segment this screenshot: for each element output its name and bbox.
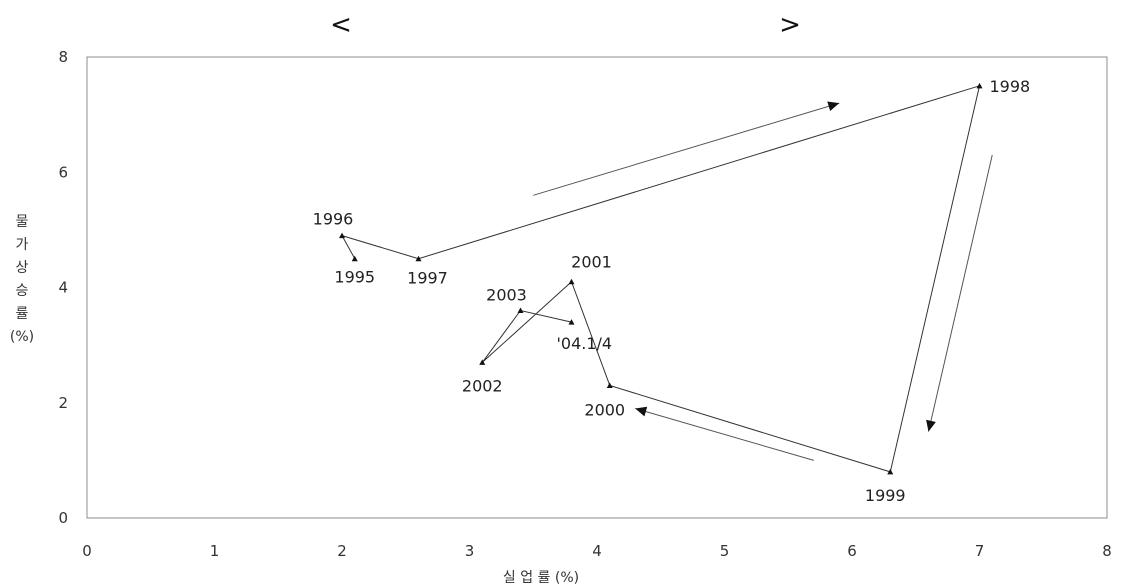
data-point-marker xyxy=(351,255,358,262)
trend-arrow-head xyxy=(827,101,840,112)
data-point-label: '04.1/4 xyxy=(557,334,613,353)
data-markers xyxy=(339,82,983,475)
x-tick-label: 2 xyxy=(337,542,347,560)
y-axis-title-line: 가 xyxy=(16,237,29,253)
data-point-label: 1998 xyxy=(990,77,1031,96)
y-axis-ticks: 0 2 4 6 8 xyxy=(58,48,68,527)
trend-arrow-head xyxy=(635,406,648,417)
data-point-label: 2000 xyxy=(584,400,625,419)
x-tick-label: 5 xyxy=(720,542,730,560)
plot-area xyxy=(86,56,1108,519)
chart-title-right: > xyxy=(779,10,801,40)
data-point-marker xyxy=(415,255,422,262)
y-axis-title-line: 물 xyxy=(16,214,29,230)
data-point-label: 2003 xyxy=(486,286,527,305)
data-point-marker xyxy=(887,468,894,475)
data-point-marker xyxy=(568,319,575,325)
x-tick-label: 8 xyxy=(1102,542,1112,560)
x-tick-label: 7 xyxy=(975,542,985,560)
x-axis-title: 실 업 률 (%) xyxy=(503,570,579,586)
data-point-marker xyxy=(606,382,613,388)
y-tick-label: 6 xyxy=(58,163,68,181)
x-tick-label: 3 xyxy=(465,542,475,560)
data-point-label: 1995 xyxy=(334,268,375,287)
y-tick-label: 4 xyxy=(58,279,68,297)
data-point-marker xyxy=(517,307,524,314)
y-tick-label: 8 xyxy=(58,48,68,66)
data-point-marker xyxy=(339,232,345,239)
y-axis-title-line: 상 xyxy=(16,260,29,276)
chart-title-left: < xyxy=(330,10,352,40)
y-axis-title-line: 승 xyxy=(16,283,29,299)
y-tick-label: 0 xyxy=(58,509,68,527)
trend-arrow-shaft xyxy=(533,102,840,196)
data-labels: 1995 1996 1997 1998 1999 2000 2001 2002 2003 '04.… xyxy=(313,77,1031,505)
x-tick-label: 1 xyxy=(210,542,220,560)
y-axis-title-line: 률 xyxy=(16,306,29,322)
trend-arrows xyxy=(533,101,993,461)
data-point-label: 2002 xyxy=(462,376,503,395)
data-point-marker xyxy=(976,82,983,89)
trend-arrow-head xyxy=(926,419,936,432)
x-tick-label: 0 xyxy=(82,542,92,560)
data-point-label: 1999 xyxy=(865,486,906,505)
x-tick-label: 6 xyxy=(847,542,857,560)
data-point-label: 2001 xyxy=(571,253,612,272)
y-tick-label: 2 xyxy=(58,394,68,412)
trend-arrow-shaft xyxy=(635,408,814,461)
y-axis-title-line: (%) xyxy=(10,329,34,345)
series-line xyxy=(340,85,981,473)
data-point-marker xyxy=(479,359,486,365)
trend-arrow-shaft xyxy=(928,154,993,432)
series-line-group xyxy=(340,85,981,473)
x-axis-ticks: 0 1 2 3 4 5 6 7 8 xyxy=(82,542,1112,560)
x-tick-label: 4 xyxy=(592,542,602,560)
data-point-label: 1996 xyxy=(313,210,354,229)
data-point-marker xyxy=(568,278,575,285)
data-point-label: 1997 xyxy=(407,269,448,288)
